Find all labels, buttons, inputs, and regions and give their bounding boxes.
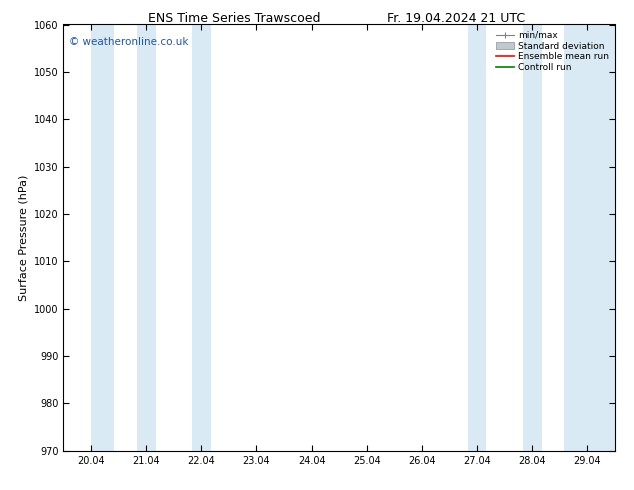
Text: ENS Time Series Trawscoed: ENS Time Series Trawscoed [148, 12, 321, 25]
Bar [468, 24, 486, 451]
Legend: min/max, Standard deviation, Ensemble mean run, Controll run: min/max, Standard deviation, Ensemble me… [494, 29, 611, 74]
Bar [523, 24, 541, 451]
Text: Fr. 19.04.2024 21 UTC: Fr. 19.04.2024 21 UTC [387, 12, 526, 25]
Bar [564, 24, 615, 451]
Y-axis label: Surface Pressure (hPa): Surface Pressure (hPa) [18, 174, 29, 301]
Bar [91, 24, 114, 451]
Text: © weatheronline.co.uk: © weatheronline.co.uk [69, 37, 188, 48]
Bar [137, 24, 155, 451]
Bar [192, 24, 210, 451]
